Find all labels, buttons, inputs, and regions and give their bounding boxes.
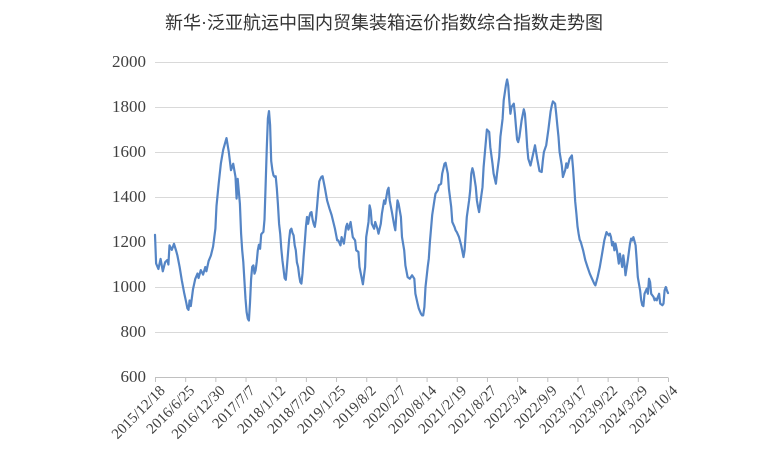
y-tick-label: 2000 bbox=[112, 52, 146, 71]
y-tick-label: 800 bbox=[120, 322, 147, 341]
y-tick-label: 1800 bbox=[112, 97, 146, 116]
chart-title: 新华·泛亚航运中国内贸集装箱运价指数综合指数走势图 bbox=[165, 13, 603, 33]
y-tick-label: 600 bbox=[120, 367, 147, 386]
y-tick-label: 1200 bbox=[112, 232, 146, 251]
series-line bbox=[153, 78, 670, 322]
y-tick-label: 1400 bbox=[112, 187, 146, 206]
y-tick-label: 1600 bbox=[112, 142, 146, 161]
y-tick-label: 1000 bbox=[112, 277, 146, 296]
